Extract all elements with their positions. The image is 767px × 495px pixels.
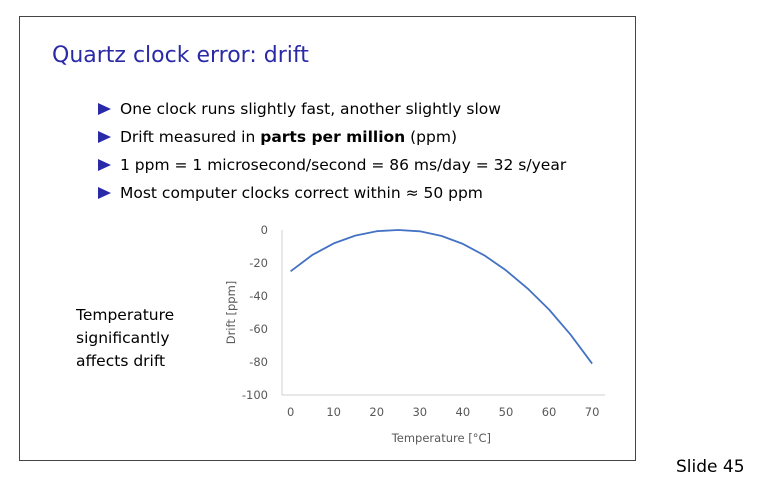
bullet-list: One clock runs slightly fast, another sl… xyxy=(98,95,566,207)
y-tick-label: -80 xyxy=(249,355,268,369)
bullet-text: 1 ppm = 1 microsecond/second = 86 ms/day… xyxy=(120,156,567,174)
y-tick-label: -40 xyxy=(249,289,268,303)
x-tick-label: 60 xyxy=(542,405,557,419)
y-axis-title: Drift [ppm] xyxy=(224,281,238,345)
bullet-text: One clock runs slightly fast, another sl… xyxy=(120,100,501,118)
drift-chart: 0 -20 -40 -60 -80 -100 0 10 20 30 40 50 60 70 Temperat… xyxy=(224,223,605,445)
drift-series-line xyxy=(290,229,593,365)
side-note-line: affects drift xyxy=(76,352,166,370)
x-tick-label: 40 xyxy=(456,405,471,419)
y-tick-label: -60 xyxy=(249,322,268,336)
bullet-text: Most computer clocks correct within ≈ 50… xyxy=(120,184,483,202)
x-tick-label: 10 xyxy=(326,405,341,419)
bullet-text-suffix: (ppm) xyxy=(405,128,458,146)
x-tick-label: 70 xyxy=(585,405,600,419)
x-tick-label: 0 xyxy=(287,405,294,419)
y-tick-label: -100 xyxy=(242,388,268,402)
slide-title: Quartz clock error: drift xyxy=(52,43,309,68)
side-note: Temperature significantly affects drift xyxy=(76,304,174,373)
side-note-line: Temperature xyxy=(76,306,175,324)
x-tick-label: 20 xyxy=(369,405,384,419)
x-tick-label: 50 xyxy=(499,405,514,419)
slide-number: Slide 45 xyxy=(676,457,745,477)
bullet-bold-text: parts per million xyxy=(260,128,406,146)
side-note-line: significantly xyxy=(76,329,170,347)
bullet-item: Most computer clocks correct within ≈ 50… xyxy=(98,179,566,207)
bullet-item: 1 ppm = 1 microsecond/second = 86 ms/day… xyxy=(98,151,566,179)
bullet-triangle-icon xyxy=(98,103,111,115)
y-tick-label: -20 xyxy=(249,256,268,270)
x-axis-title: Temperature [°C] xyxy=(391,431,491,445)
slide-frame: Quartz clock error: drift One clock runs… xyxy=(19,16,636,461)
bullet-triangle-icon xyxy=(98,131,111,143)
bullet-item: Drift measured in parts per million (ppm… xyxy=(98,123,566,151)
bullet-triangle-icon xyxy=(98,187,111,199)
bullet-text: Drift measured in xyxy=(120,128,261,146)
x-tick-label: 30 xyxy=(412,405,427,419)
bullet-triangle-icon xyxy=(98,159,111,171)
y-tick-label: 0 xyxy=(261,223,268,237)
bullet-item: One clock runs slightly fast, another sl… xyxy=(98,95,566,123)
